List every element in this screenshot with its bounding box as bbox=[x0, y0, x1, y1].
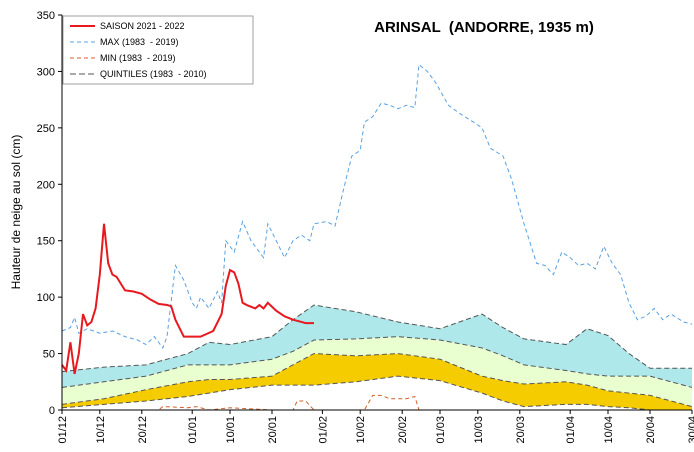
series-line bbox=[62, 394, 692, 411]
legend-label: MAX (1983 - 2019) bbox=[100, 37, 179, 47]
y-tick-label: 100 bbox=[37, 292, 55, 304]
x-tick-label: 01/04 bbox=[565, 416, 577, 444]
x-tick-label: 20/02 bbox=[397, 416, 409, 444]
quintile-band bbox=[62, 353, 692, 410]
x-tick-label: 10/04 bbox=[603, 416, 615, 444]
quintile-line bbox=[61, 304, 692, 373]
legend-label: SAISON 2021 - 2022 bbox=[100, 21, 185, 31]
quintile-band bbox=[62, 336, 692, 407]
x-tick-label: 01/12 bbox=[57, 416, 69, 444]
x-tick-label: 01/02 bbox=[317, 416, 329, 444]
x-tick-label: 10/02 bbox=[355, 416, 367, 444]
y-tick-label: 200 bbox=[37, 179, 55, 191]
quintile-line bbox=[61, 353, 693, 408]
legend: SAISON 2021 - 2022 MAX (1983 - 2019) MIN (… bbox=[62, 15, 254, 85]
x-tick-label: 10/01 bbox=[225, 416, 237, 444]
x-tick-label: 20/04 bbox=[645, 416, 657, 444]
chart-title: ARINSAL (ANDORRE, 1935 m) bbox=[374, 19, 594, 36]
x-tick-label: 20/03 bbox=[515, 416, 527, 444]
x-tick-label: 10/12 bbox=[95, 416, 107, 444]
x-tick-label: 20/12 bbox=[137, 416, 149, 444]
legend-label: QUINTILES (1983 - 2010) bbox=[100, 69, 207, 79]
y-tick-label: 250 bbox=[37, 123, 55, 135]
y-tick-label: 0 bbox=[49, 405, 55, 417]
y-tick-label: 350 bbox=[37, 10, 55, 22]
quintile-band bbox=[62, 305, 692, 388]
legend-label: MIN (1983 - 2019) bbox=[100, 53, 176, 63]
y-tick-label: 300 bbox=[37, 66, 55, 78]
y-tick-label: 50 bbox=[43, 349, 55, 361]
series-line bbox=[61, 223, 314, 375]
quintile-line bbox=[61, 375, 692, 411]
x-tick-label: 20/01 bbox=[267, 416, 279, 444]
legend-box bbox=[62, 15, 254, 85]
x-tick-label: 30/04 bbox=[687, 416, 694, 444]
series-line bbox=[61, 63, 693, 349]
y-axis-label: Hauteur de neige au sol (cm) bbox=[9, 135, 23, 290]
x-tick-label: 01/01 bbox=[187, 416, 199, 444]
y-tick-label: 150 bbox=[37, 236, 55, 248]
x-tick-label: 01/03 bbox=[435, 416, 447, 444]
x-tick-label: 10/03 bbox=[473, 416, 485, 444]
